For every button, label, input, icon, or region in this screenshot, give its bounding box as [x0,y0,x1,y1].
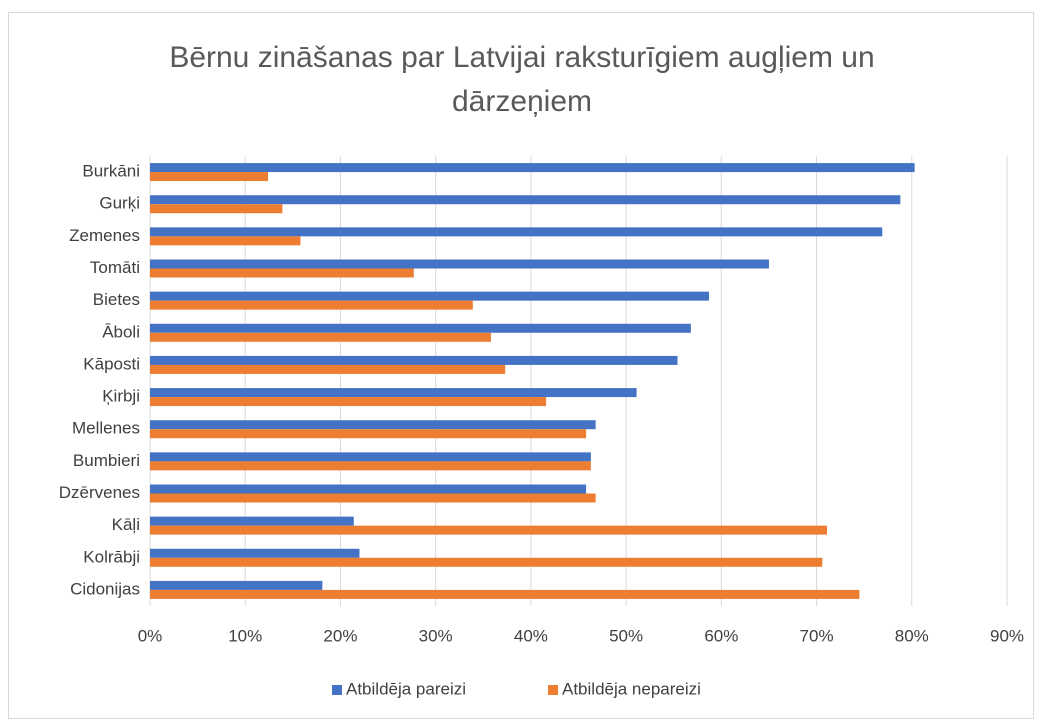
y-tick-label: Gurķi [99,194,140,213]
x-tick-label: 50% [609,626,643,645]
legend-swatch [548,685,558,695]
bar [150,516,354,526]
y-tick-label: Kāposti [83,354,140,373]
bar [150,227,883,237]
y-tick-label: Bumbieri [73,451,140,470]
y-tick-label: Dzērvenes [59,483,140,502]
bar [150,355,678,365]
bar [150,429,587,439]
bar [150,163,915,173]
bar [150,291,709,301]
bar [150,525,828,535]
y-tick-label: Cidonijas [70,579,140,598]
legend-label: Atbildēja pareizi [346,679,466,698]
y-tick-label: Zemenes [69,226,140,245]
bar [150,493,596,503]
y-tick-label: Burkāni [82,162,140,181]
bar [150,268,414,278]
bar [150,236,301,246]
bar [150,323,691,333]
x-tick-label: 0% [138,626,163,645]
y-tick-label: Kolrābji [83,547,140,566]
y-tick-label: Kāļi [112,515,140,534]
bar [150,580,323,590]
bar [150,589,860,599]
bar [150,204,283,214]
x-tick-label: 20% [323,626,357,645]
y-tick-label: Tomāti [90,258,140,277]
bar [150,195,901,205]
x-tick-label: 90% [990,626,1024,645]
bar [150,364,506,374]
y-tick-label: Āboli [102,322,140,341]
y-tick-label: Mellenes [72,419,140,438]
x-tick-label: 10% [228,626,262,645]
bar [150,397,547,407]
chart-title: Bērnu zināšanas par Latvijai raksturīgie… [169,41,875,118]
bar [150,388,637,398]
x-tick-label: 40% [514,626,548,645]
x-tick-label: 80% [895,626,929,645]
legend-swatch [332,685,342,695]
bar [150,172,269,182]
y-tick-label: Ķirbji [102,387,140,406]
bar [150,420,596,430]
bar [150,557,823,567]
bar [150,300,473,310]
bar [150,461,591,471]
bar [150,452,591,462]
legend-label: Atbildēja nepareizi [562,679,701,698]
bar [150,484,587,494]
x-tick-label: 70% [800,626,834,645]
x-tick-label: 60% [704,626,738,645]
bar [150,259,769,269]
bar [150,332,491,342]
x-tick-label: 30% [419,626,453,645]
bar [150,548,360,558]
y-tick-label: Bietes [93,290,140,309]
